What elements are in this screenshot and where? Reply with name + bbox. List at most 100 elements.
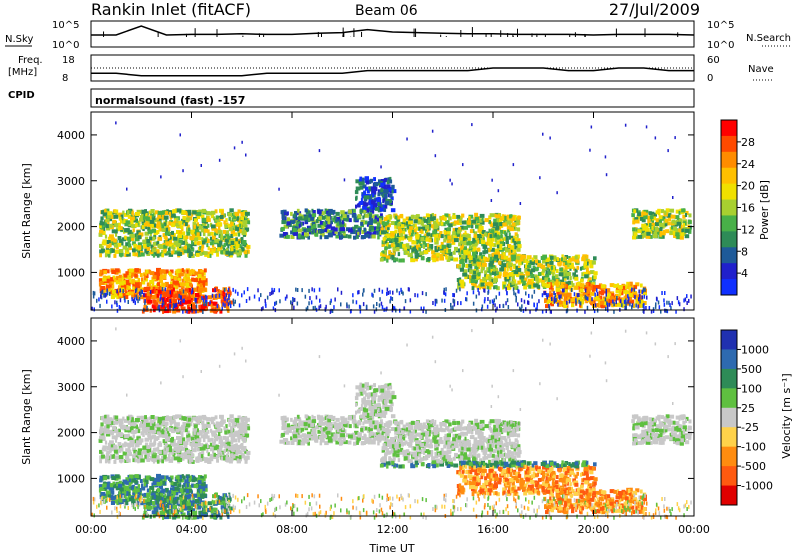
beam-title: Beam 06 bbox=[355, 3, 418, 19]
power-cell bbox=[120, 298, 122, 302]
power-cell bbox=[318, 306, 320, 310]
power-cell bbox=[141, 289, 143, 293]
power-cell bbox=[373, 187, 378, 191]
power-cell bbox=[308, 301, 310, 305]
power-cell bbox=[224, 224, 227, 228]
power-cell bbox=[99, 230, 103, 234]
power-cell bbox=[504, 231, 507, 235]
power-cell bbox=[571, 288, 573, 292]
power-cell bbox=[391, 243, 394, 247]
power-cell bbox=[425, 292, 427, 296]
colorbar-swatch bbox=[721, 247, 737, 263]
power-cell bbox=[497, 244, 499, 248]
power-cell bbox=[645, 306, 647, 310]
power-cell bbox=[297, 302, 299, 306]
power-cell bbox=[447, 235, 451, 239]
power-cell bbox=[207, 224, 209, 228]
power-cell bbox=[164, 216, 169, 220]
power-cell bbox=[352, 300, 354, 304]
power-cell bbox=[517, 244, 521, 248]
power-cell bbox=[432, 230, 436, 234]
power-cell bbox=[379, 297, 381, 301]
power-cell bbox=[592, 261, 595, 265]
power-cell bbox=[402, 292, 404, 296]
power-cell bbox=[436, 257, 439, 261]
power-cell bbox=[377, 231, 379, 235]
power-cell bbox=[281, 220, 285, 224]
power-cell bbox=[361, 235, 366, 239]
power-cell bbox=[206, 302, 208, 306]
power-cell bbox=[100, 281, 104, 285]
power-cell bbox=[333, 216, 336, 220]
power-cell bbox=[385, 251, 387, 255]
power-cell bbox=[210, 211, 212, 215]
power-cell bbox=[215, 228, 218, 232]
power-cell bbox=[492, 299, 494, 303]
power-cell bbox=[348, 305, 350, 309]
power-cell bbox=[562, 288, 564, 292]
power-cell bbox=[212, 294, 214, 298]
power-cell bbox=[431, 245, 433, 249]
power-cell bbox=[183, 299, 185, 303]
power-cell bbox=[661, 291, 663, 295]
power-cell bbox=[178, 234, 183, 238]
power-cell bbox=[100, 221, 105, 225]
power-cell bbox=[304, 216, 308, 220]
power-cell bbox=[297, 209, 300, 213]
power-cell bbox=[498, 189, 500, 192]
power-cell bbox=[101, 290, 103, 294]
power-cell bbox=[115, 250, 120, 254]
power-cell bbox=[385, 201, 390, 205]
velocity-cell bbox=[114, 421, 119, 425]
power-cell bbox=[112, 249, 115, 253]
power-cell bbox=[504, 256, 509, 260]
power-cell bbox=[337, 222, 340, 226]
power-cell bbox=[158, 290, 162, 294]
power-cell bbox=[457, 278, 459, 282]
power-cell bbox=[521, 298, 523, 302]
power-cell bbox=[204, 229, 208, 233]
power-cell bbox=[484, 299, 486, 303]
power-cell bbox=[677, 296, 679, 300]
power-cell bbox=[551, 297, 553, 301]
power-cell bbox=[320, 304, 322, 308]
power-cell bbox=[114, 300, 116, 304]
power-cell bbox=[189, 272, 191, 276]
power-cell bbox=[380, 183, 384, 187]
power-cell bbox=[664, 291, 666, 295]
power-cell bbox=[539, 176, 541, 179]
power-cell bbox=[546, 270, 548, 274]
power-cell bbox=[103, 270, 107, 274]
power-cell bbox=[482, 305, 484, 309]
power-cell bbox=[217, 222, 222, 226]
power-cell bbox=[642, 295, 644, 299]
power-cell bbox=[443, 290, 445, 294]
power-cell bbox=[219, 290, 222, 294]
power-cell bbox=[346, 302, 348, 306]
power-cell bbox=[382, 305, 384, 309]
power-cell bbox=[484, 218, 488, 222]
power-cell bbox=[638, 297, 640, 301]
power-cell bbox=[175, 269, 179, 273]
power-cell bbox=[421, 256, 424, 260]
power-cell bbox=[390, 233, 395, 237]
power-cell bbox=[556, 191, 558, 194]
power-cell bbox=[574, 277, 578, 281]
power-cell bbox=[183, 290, 185, 294]
power-cell bbox=[452, 293, 454, 297]
power-cell bbox=[456, 289, 458, 293]
power-cell bbox=[308, 289, 310, 293]
power-cell bbox=[473, 290, 475, 294]
power-cell bbox=[596, 288, 598, 292]
velocity-cell bbox=[223, 436, 226, 440]
power-cell bbox=[139, 297, 141, 301]
power-cell bbox=[495, 285, 498, 289]
power-cell bbox=[511, 245, 514, 249]
power-cell bbox=[632, 227, 636, 231]
power-cell bbox=[196, 253, 200, 257]
freq-left-tick-top: 18 bbox=[62, 55, 75, 66]
date-title: 27/Jul/2009 bbox=[609, 0, 700, 19]
power-cell bbox=[328, 233, 333, 237]
power-cell bbox=[509, 227, 514, 231]
power-cell bbox=[642, 290, 644, 294]
